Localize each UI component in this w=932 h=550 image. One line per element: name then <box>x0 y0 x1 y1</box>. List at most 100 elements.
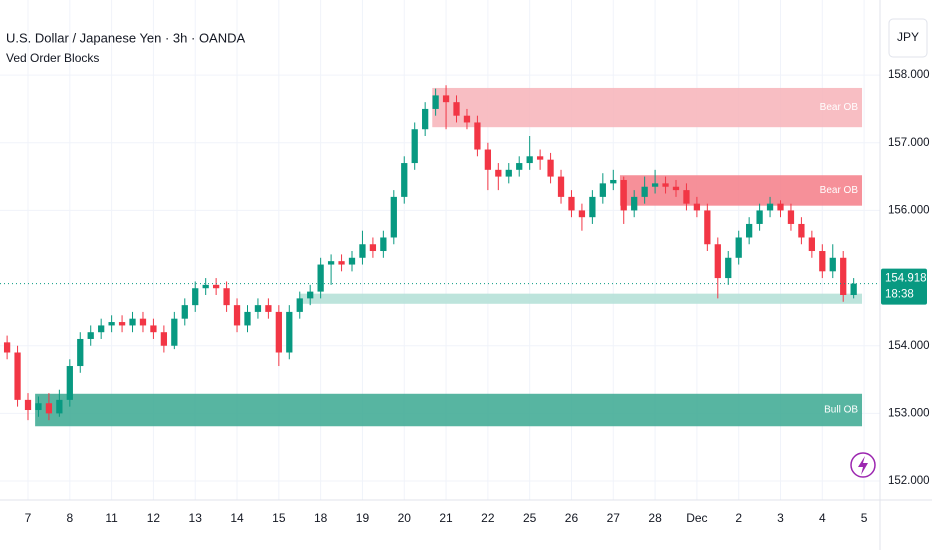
x-tick-label: 8 <box>66 511 73 525</box>
candle-body <box>536 156 544 160</box>
candle-body <box>651 183 659 187</box>
candle-body <box>14 352 21 400</box>
candle-body <box>453 102 460 116</box>
x-tick-label: 4 <box>819 511 826 525</box>
y-tick-label: 157.000 <box>888 137 930 149</box>
candle-body <box>662 183 669 187</box>
x-tick-label: 14 <box>230 511 244 525</box>
candle-body <box>223 288 230 306</box>
candle-body <box>359 244 366 258</box>
candle-body <box>181 305 188 319</box>
candle-body <box>756 210 763 224</box>
order-block <box>299 293 863 304</box>
candle-body <box>422 108 429 130</box>
candle-body <box>516 163 523 170</box>
x-tick-label: 5 <box>861 511 868 525</box>
candle-body <box>348 257 356 265</box>
candle-body <box>610 179 617 184</box>
last-price-label: 154.918 <box>885 273 927 285</box>
x-tick-label: 2 <box>735 511 742 525</box>
candle-body <box>380 237 387 252</box>
x-tick-label: 12 <box>147 511 161 525</box>
currency-label[interactable]: JPY <box>897 30 919 44</box>
order-block <box>619 175 863 206</box>
y-tick-label: 152.000 <box>888 475 930 487</box>
candle-body <box>693 203 701 211</box>
order-block <box>432 87 863 128</box>
candle-body <box>87 332 94 339</box>
currency-box[interactable] <box>888 18 928 58</box>
candle-body <box>327 261 335 265</box>
candle-body <box>77 338 84 367</box>
candle-body <box>192 288 199 306</box>
candle-body <box>672 186 680 191</box>
candle-body <box>275 311 282 353</box>
candle-body <box>411 129 418 164</box>
candle-body <box>244 311 251 326</box>
order-blocks: Bear OB Bear OB Bull OB <box>35 87 863 427</box>
candle-body <box>474 122 481 150</box>
candle-body <box>129 318 136 326</box>
x-tick-label: 22 <box>481 511 495 525</box>
x-tick-label: 28 <box>648 511 662 525</box>
candle-body <box>442 95 450 103</box>
candle-body <box>746 223 753 238</box>
order-block-label: Bear OB <box>820 102 859 113</box>
candle-body <box>798 223 805 238</box>
candle-body <box>840 257 847 295</box>
candle-body <box>829 257 836 272</box>
candle-body <box>369 244 377 252</box>
candle-body <box>505 169 512 177</box>
candle-body <box>850 283 857 295</box>
x-tick-label: 11 <box>105 511 118 525</box>
x-tick-label: 20 <box>398 511 412 525</box>
candle-body <box>171 318 178 346</box>
x-tick-label: 7 <box>25 511 32 525</box>
candle-body <box>45 403 53 414</box>
y-tick-label: 156.000 <box>888 204 930 216</box>
candle-body <box>307 291 314 299</box>
candle-body <box>56 399 63 414</box>
candle-body <box>108 322 115 326</box>
order-block-label: Bull OB <box>824 405 858 416</box>
x-tick-label: 3 <box>777 511 784 525</box>
x-tick-label: 26 <box>565 511 579 525</box>
candle-body <box>160 332 168 346</box>
candle-body <box>714 244 721 279</box>
candle-body <box>98 325 105 333</box>
candle-body <box>432 95 439 109</box>
y-tick-label: 154.000 <box>888 340 930 352</box>
countdown-label: 18:38 <box>885 289 914 301</box>
candle-body <box>118 322 126 326</box>
candle-body <box>265 305 272 312</box>
candle-body <box>819 251 826 272</box>
candle-body <box>777 203 784 211</box>
candle-body <box>599 183 606 197</box>
x-tick-label: 18 <box>314 511 328 525</box>
candle-body <box>766 203 774 211</box>
candle-body <box>631 196 638 211</box>
alert-icon[interactable] <box>850 452 876 478</box>
candle-body <box>233 305 241 326</box>
order-block <box>35 393 863 427</box>
overlay: 152.000 153.000 154.000 156.000 157.000 158.0… <box>0 69 930 525</box>
candle-body <box>495 169 502 177</box>
candle-body <box>212 284 220 289</box>
candle-body <box>3 342 11 353</box>
y-tick-label: 153.000 <box>888 407 930 419</box>
x-tick-label: 27 <box>607 511 621 525</box>
candle-body <box>787 210 795 224</box>
candle-body <box>150 325 157 333</box>
candle-body <box>66 366 73 400</box>
alert-bolt[interactable] <box>858 456 868 475</box>
candle-body <box>568 196 575 211</box>
candle-body <box>286 311 293 353</box>
candle-body <box>683 190 690 204</box>
candle-body <box>578 210 586 218</box>
candle-body <box>296 298 303 312</box>
order-block-label: Bear OB <box>820 185 859 196</box>
x-tick-label: Dec <box>686 511 707 525</box>
candle-body <box>401 163 408 197</box>
